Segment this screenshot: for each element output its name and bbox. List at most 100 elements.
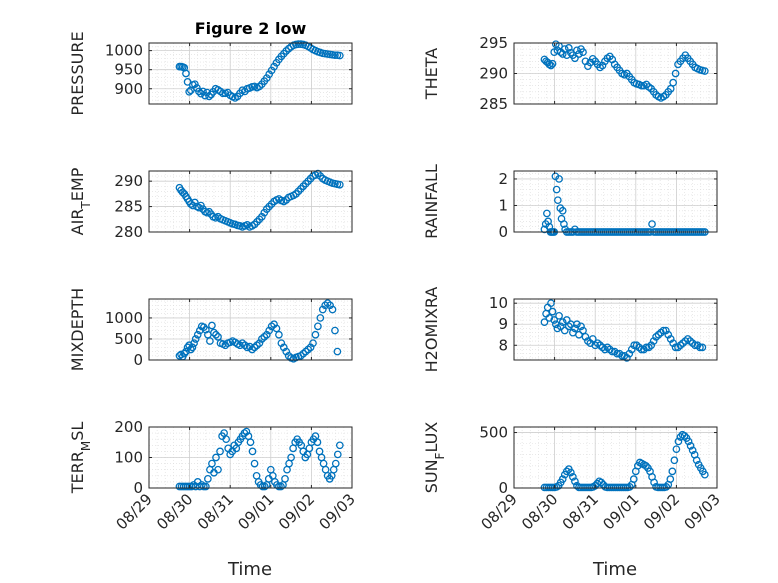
data-point — [175, 351, 184, 360]
axes-box — [148, 42, 353, 105]
data-point — [642, 461, 650, 470]
data-point — [272, 324, 281, 333]
y-tick-label: 0 — [133, 479, 143, 497]
data-point — [210, 328, 218, 337]
data-point — [556, 322, 565, 331]
x-tick-label: 09/03 — [316, 490, 359, 533]
data-point — [558, 318, 567, 326]
y-axis-label: AIRTEMP — [68, 167, 93, 235]
data-point — [219, 89, 227, 98]
data-point — [191, 80, 199, 89]
data-point — [313, 438, 322, 447]
data-point — [671, 343, 680, 352]
data-point — [579, 326, 587, 335]
data-point — [553, 196, 562, 205]
data-point — [212, 330, 220, 339]
y-axis-label: MIXDEPTH — [68, 288, 87, 371]
y-axis-label: TERRMSL — [68, 422, 93, 495]
data-point — [182, 347, 190, 356]
x-tick-label: 09/02 — [640, 490, 683, 533]
data-point — [328, 305, 337, 314]
data-point — [608, 347, 617, 356]
data-point — [558, 475, 567, 483]
data-point — [700, 67, 709, 75]
data-point — [199, 87, 207, 96]
data-point — [548, 59, 557, 68]
data-point — [250, 459, 259, 468]
data-point — [180, 349, 189, 358]
y-tick-label: 500 — [114, 330, 143, 348]
data-point — [577, 322, 585, 331]
data-point — [204, 474, 212, 483]
data-point — [191, 198, 199, 207]
y-axis-label: SUNFLUX — [422, 422, 447, 494]
data-point — [629, 475, 638, 483]
data-point — [637, 345, 646, 354]
data-point — [255, 82, 264, 91]
x-axis-label: Time — [592, 559, 637, 580]
plot-area — [149, 299, 352, 360]
y-tick-label: 0 — [498, 479, 508, 497]
data-point — [630, 341, 639, 350]
data-point — [552, 185, 561, 194]
y-tick-label: 0 — [498, 223, 508, 241]
data-point — [688, 446, 697, 455]
data-point — [555, 311, 563, 320]
data-point — [543, 209, 551, 218]
x-tick-label: 08/30 — [518, 490, 561, 533]
data-point — [642, 80, 651, 89]
data-point — [558, 206, 567, 215]
data-point — [246, 438, 255, 447]
y-tick-label: 1 — [498, 196, 508, 214]
data-point — [275, 330, 283, 339]
y-tick-label: 290 — [114, 172, 143, 190]
data-point — [545, 60, 554, 69]
data-point — [686, 442, 695, 450]
x-axis-label: Time — [227, 559, 272, 580]
data-point — [205, 92, 213, 101]
y-tick-label: 9 — [498, 315, 508, 333]
axes-box — [148, 170, 353, 233]
data-point — [287, 453, 295, 462]
plot-area — [514, 171, 717, 232]
y-tick-label: 200 — [114, 418, 143, 436]
data-point — [668, 467, 677, 476]
data-point — [193, 330, 202, 339]
y-tick-label: 8 — [498, 336, 508, 354]
data-point — [335, 441, 344, 450]
data-point — [560, 326, 569, 335]
data-point — [691, 341, 699, 350]
y-tick-label: 1000 — [105, 42, 143, 60]
data-point — [588, 55, 597, 63]
x-tick-label: 09/01 — [599, 490, 642, 533]
y-tick-label: 280 — [114, 223, 143, 241]
data-point — [333, 450, 342, 459]
y-tick-label: 295 — [479, 34, 508, 52]
data-point — [222, 435, 230, 444]
data-point — [208, 459, 216, 468]
y-tick-label: 285 — [114, 198, 143, 216]
data-point — [692, 456, 701, 465]
data-point — [186, 345, 195, 354]
data-point — [618, 351, 626, 360]
data-point — [642, 343, 651, 352]
data-point — [700, 470, 709, 479]
data-point — [588, 335, 597, 343]
data-point — [258, 212, 266, 221]
data-point — [188, 343, 197, 352]
y-tick-label: 100 — [114, 449, 143, 467]
data-point — [316, 314, 325, 322]
data-point — [548, 307, 557, 316]
data-point — [613, 349, 621, 358]
data-point — [579, 48, 587, 57]
data-point — [625, 483, 634, 491]
data-point — [564, 44, 573, 52]
axes-box — [148, 298, 353, 361]
y-tick-label: 950 — [114, 61, 143, 79]
data-point — [575, 50, 583, 58]
y-tick-label: 0 — [133, 351, 143, 369]
data-point — [573, 320, 581, 329]
data-point — [335, 51, 344, 60]
y-tick-label: 1000 — [105, 309, 143, 327]
